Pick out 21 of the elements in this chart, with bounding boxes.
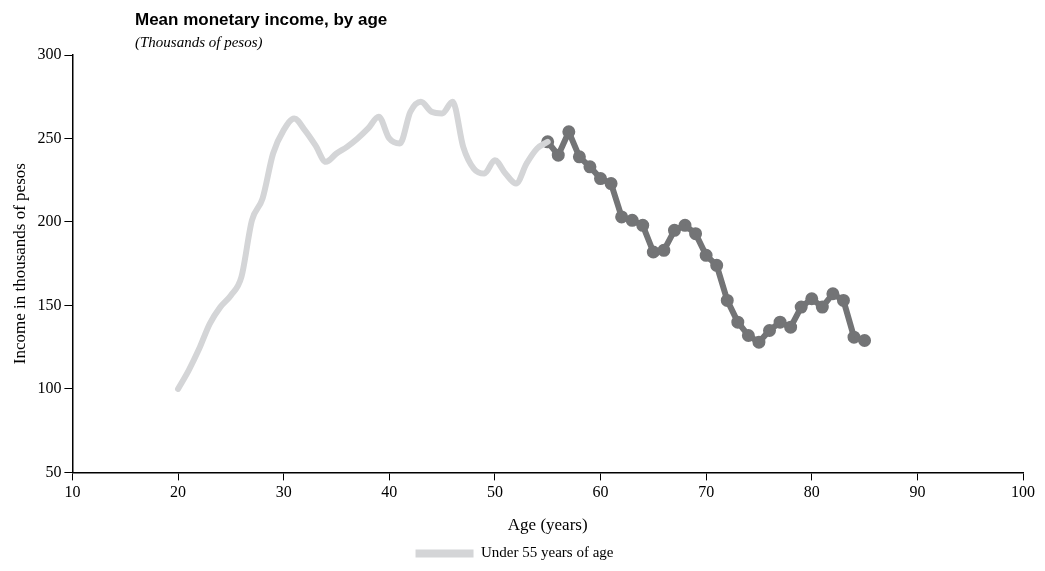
x-tick-label: 30 [275,483,292,501]
x-tick-label: 70 [698,483,715,501]
legend-label: Under 55 years of age [481,544,614,561]
x-tick-label: 10 [64,483,81,501]
y-tick-label: 150 [37,295,62,313]
y-tick-label: 250 [37,128,62,146]
y-tick-label: 100 [37,379,62,397]
x-tick-label: 80 [803,483,820,501]
x-tick-label: 50 [486,483,503,501]
chart-title: Mean monetary income, by age [135,10,388,30]
x-tick-label: 20 [170,483,187,501]
x-axis-title: Age (years) [507,515,588,535]
chart-subtitle: (Thousands of pesos) [135,34,263,51]
x-tick-label: 40 [381,483,398,501]
y-tick-label: 50 [45,462,62,480]
x-tick-label: 60 [592,483,609,501]
x-tick-label: 90 [909,483,926,501]
y-tick-label: 200 [37,212,62,230]
x-tick-label: 100 [1011,483,1035,501]
y-axis-title: Income in thousands of pesos [9,163,29,365]
y-tick-label: 300 [37,45,62,63]
